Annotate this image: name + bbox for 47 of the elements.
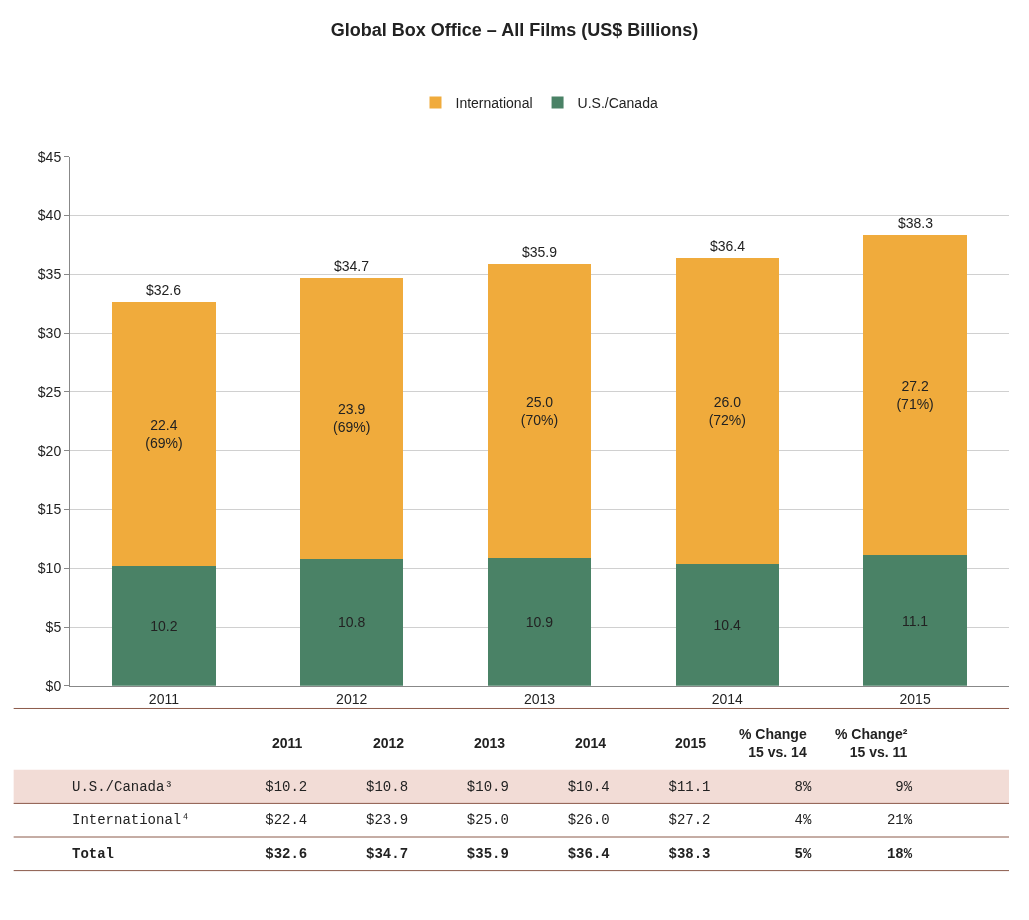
bar (300, 277, 404, 559)
data-label: 10.9 (525, 613, 554, 630)
bar (863, 235, 967, 556)
chart-title: Global Box Office – All Films (US$ Billions) (330, 19, 699, 40)
bar (300, 558, 404, 686)
data-label: 10.2 (150, 617, 178, 634)
y-tick-label: $10 (37, 560, 62, 577)
data-label: 26.0 (72%) (708, 393, 746, 428)
y-tick-label: $30 (37, 324, 62, 341)
data-label: 22.4 (69%) (145, 417, 183, 452)
x-tick-label: 2011 (148, 690, 180, 707)
x-tick-label: 2012 (336, 690, 368, 707)
bar (487, 557, 592, 686)
data-label: 25.0 (70%) (520, 393, 559, 428)
bar (112, 565, 216, 686)
text: 2011 2012 2013 2014 2015 % Change 15 vs. 14 % Change² 15 vs. 11 (272, 726, 908, 761)
y-tick-label: $45 (37, 148, 62, 165)
data-label: 27.2 (71%) (896, 378, 934, 413)
total-label: $34.7 (334, 258, 370, 274)
data-label: 23.9 (69%) (333, 401, 371, 436)
y-tick-label: $0 (45, 677, 62, 694)
data-label: 10.8 (337, 614, 366, 631)
y-tick-label: $40 (37, 207, 62, 224)
y-tick-label: $35 (37, 266, 62, 283)
y-tick-label: $15 (37, 501, 62, 518)
bar (112, 302, 216, 566)
bar (675, 257, 779, 564)
x-tick-label: 2013 (523, 690, 556, 707)
total-label: $32.6 (146, 282, 182, 298)
data-label: 11.1 (901, 612, 929, 629)
bar (675, 563, 779, 686)
bar (863, 555, 967, 686)
text: Total $32.6 $34.7 $35.9 $36.4 $38.3 5% 18% (72, 846, 913, 862)
legend-label: International (455, 94, 533, 111)
y-tick-label: $5 (45, 618, 62, 635)
text: U.S./Canada³ $10.2 $10.8 $10.9 $10.4 $11.1 8% 9% (72, 779, 913, 795)
y-tick-label: $20 (37, 442, 62, 459)
total-label: $35.9 (522, 244, 558, 260)
x-tick-label: 2014 (711, 690, 744, 707)
text: International⁴ $22.4 $23.9 $25.0 $26.0 $27.2 4% 21% (72, 812, 913, 828)
total-label: $36.4 (710, 238, 746, 254)
y-tick-label: $25 (37, 383, 62, 400)
legend-label: U.S./Canada (577, 94, 658, 111)
data-label: 10.4 (713, 616, 742, 633)
x-tick-label: 2015 (899, 690, 931, 707)
bar (487, 263, 592, 558)
total-label: $38.3 (898, 215, 934, 231)
